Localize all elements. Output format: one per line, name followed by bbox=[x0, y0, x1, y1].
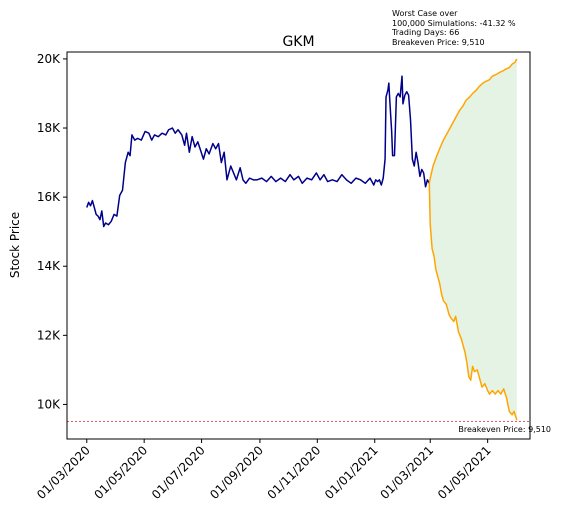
annotation-line: 100,000 Simulations: -41.32 % bbox=[392, 18, 516, 28]
x-tick-label: 01/05/2020 bbox=[92, 443, 151, 502]
y-tick-label: 16K bbox=[37, 190, 61, 204]
x-tick-label: 01/05/2021 bbox=[435, 443, 494, 502]
y-tick-label: 20K bbox=[37, 52, 61, 66]
y-tick-label: 12K bbox=[37, 328, 61, 342]
axes-frame bbox=[66, 51, 531, 440]
x-tick-label: 01/03/2020 bbox=[34, 443, 93, 502]
y-tick-label: 18K bbox=[37, 121, 61, 135]
annotation-line: Trading Days: 66 bbox=[392, 28, 460, 38]
projection-lower-line bbox=[428, 183, 518, 421]
annotation-line: Worst Case over bbox=[392, 9, 458, 18]
x-tick-label: 01/01/2021 bbox=[322, 443, 381, 502]
y-axis-label: Stock Price bbox=[8, 212, 22, 278]
x-tick-label: 01/11/2020 bbox=[265, 443, 324, 502]
y-tick-label: 10K bbox=[37, 397, 61, 411]
x-tick-label: 01/03/2021 bbox=[378, 443, 437, 502]
simulation-annotation: Worst Case over 100,000 Simulations: -41… bbox=[392, 9, 516, 47]
chart-title: GKM bbox=[282, 34, 314, 50]
price-history-line bbox=[86, 75, 430, 228]
projection-upper-line bbox=[428, 58, 518, 184]
y-tick-label: 14K bbox=[37, 259, 61, 273]
projection-band bbox=[429, 58, 517, 420]
x-tick-label: 01/09/2020 bbox=[207, 443, 266, 502]
annotation-line: Breakeven Price: 9,510 bbox=[392, 37, 485, 47]
x-tick-label: 01/07/2020 bbox=[149, 443, 208, 502]
breakeven-label: Breakeven Price: 9,510 bbox=[458, 425, 551, 434]
